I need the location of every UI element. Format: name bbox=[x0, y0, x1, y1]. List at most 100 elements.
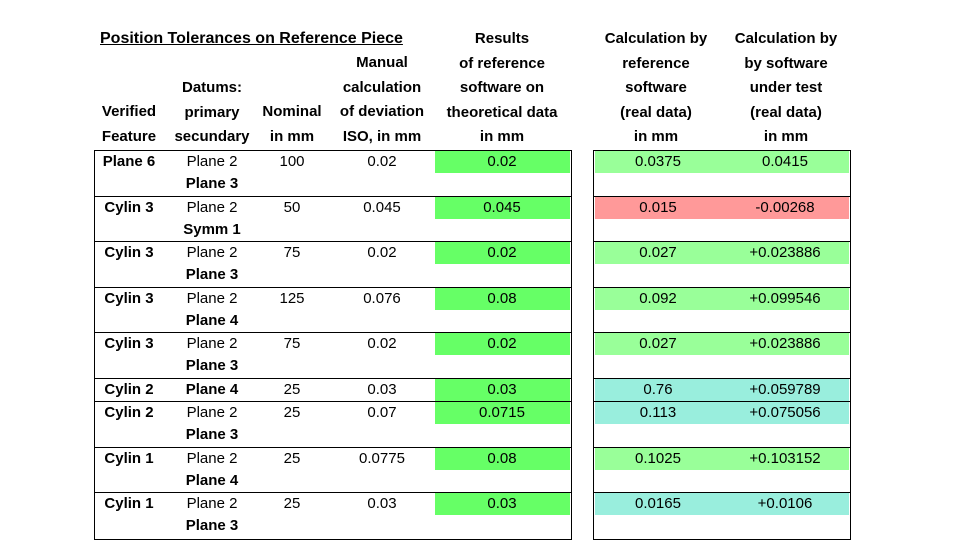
calc-fill bbox=[595, 402, 849, 424]
result-cell: 0.02 bbox=[487, 153, 517, 170]
manual-cell: 0.07 bbox=[367, 404, 397, 421]
primary-datum-cell: Plane 2 bbox=[186, 153, 238, 170]
header-line: by software bbox=[744, 54, 828, 72]
primary-datum-cell: Plane 4 bbox=[185, 381, 239, 398]
nominal-cell: 25 bbox=[283, 404, 301, 421]
row-divider bbox=[593, 447, 851, 448]
calc-ref-cell: 0.0375 bbox=[635, 153, 681, 170]
row-divider bbox=[94, 287, 572, 288]
calc-fill bbox=[595, 333, 849, 355]
nominal-cell: 100 bbox=[279, 153, 305, 170]
header-line: secundary bbox=[174, 128, 250, 145]
header-line: in mm bbox=[763, 128, 809, 145]
feature-cell: Cylin 3 bbox=[104, 335, 154, 352]
primary-datum-cell: Plane 2 bbox=[186, 199, 238, 216]
right-table bbox=[593, 150, 851, 540]
secondary-datum-cell: Plane 3 bbox=[185, 357, 239, 374]
header-line: Verified bbox=[101, 103, 157, 120]
row-divider bbox=[94, 196, 572, 197]
header-line: ISO, in mm bbox=[342, 127, 422, 145]
header-results: Results of reference software on theoret… bbox=[434, 27, 570, 150]
header-calc-test: Calculation by by software under test (r… bbox=[720, 27, 852, 150]
row-divider bbox=[593, 241, 851, 242]
result-cell: 0.02 bbox=[487, 335, 517, 352]
header-line: theoretical data bbox=[446, 103, 558, 121]
calc-fill bbox=[595, 197, 849, 219]
result-cell: 0.02 bbox=[487, 244, 517, 261]
header-line: in mm bbox=[479, 128, 525, 145]
header-line: calculation bbox=[342, 78, 422, 96]
row-divider bbox=[94, 447, 572, 448]
nominal-cell: 125 bbox=[279, 290, 305, 307]
calc-ref-cell: 0.113 bbox=[639, 404, 677, 421]
calc-ref-cell: 0.0165 bbox=[635, 495, 681, 512]
result-fill bbox=[435, 197, 570, 219]
calc-fill bbox=[595, 242, 849, 264]
result-cell: 0.03 bbox=[487, 381, 517, 398]
header-calc-reference: Calculation by reference software (real … bbox=[592, 27, 720, 150]
row-divider bbox=[94, 332, 572, 333]
calc-test-cell: +0.099546 bbox=[749, 290, 821, 307]
row-divider bbox=[593, 332, 851, 333]
primary-datum-cell: Plane 2 bbox=[186, 404, 238, 421]
header-line: (real data) bbox=[620, 103, 692, 121]
header-line: software on bbox=[459, 79, 545, 96]
manual-cell: 0.02 bbox=[367, 153, 397, 170]
secondary-datum-cell: Plane 3 bbox=[185, 517, 239, 534]
row-divider bbox=[593, 492, 851, 493]
calc-ref-cell: 0.027 bbox=[639, 335, 677, 352]
row-divider bbox=[593, 401, 851, 402]
header-line: Manual bbox=[356, 54, 408, 71]
row-divider bbox=[593, 378, 851, 379]
calc-ref-cell: 0.1025 bbox=[635, 450, 681, 467]
result-cell: 0.045 bbox=[483, 199, 521, 216]
header-line: Feature bbox=[101, 127, 157, 145]
primary-datum-cell: Plane 2 bbox=[186, 495, 238, 512]
result-cell: 0.0715 bbox=[479, 404, 525, 421]
header-nominal: Nominal in mm bbox=[256, 100, 328, 149]
result-fill bbox=[435, 448, 570, 470]
header-line: of deviation bbox=[339, 103, 425, 120]
row-divider bbox=[94, 241, 572, 242]
result-cell: 0.08 bbox=[487, 450, 517, 467]
manual-cell: 0.03 bbox=[367, 495, 397, 512]
calc-test-cell: +0.059789 bbox=[749, 381, 821, 398]
header-line: (real data) bbox=[750, 103, 822, 121]
nominal-cell: 25 bbox=[283, 495, 301, 512]
row-divider bbox=[94, 492, 572, 493]
header-line: Results bbox=[474, 30, 530, 47]
header-line: under test bbox=[749, 79, 823, 96]
calc-fill bbox=[595, 379, 849, 401]
header-line: Calculation by bbox=[604, 30, 708, 47]
feature-cell: Cylin 2 bbox=[104, 381, 154, 398]
secondary-datum-cell: Plane 4 bbox=[185, 472, 239, 489]
result-fill bbox=[435, 242, 570, 264]
nominal-cell: 25 bbox=[283, 381, 301, 398]
manual-cell: 0.02 bbox=[367, 335, 397, 352]
calc-ref-cell: 0.76 bbox=[643, 381, 673, 398]
feature-cell: Cylin 1 bbox=[104, 450, 154, 467]
header-datums: Datums: primary secundary bbox=[166, 76, 258, 150]
nominal-cell: 75 bbox=[283, 335, 301, 352]
result-fill bbox=[435, 288, 570, 310]
nominal-cell: 25 bbox=[283, 450, 301, 467]
header-line: reference bbox=[622, 54, 690, 72]
feature-cell: Plane 6 bbox=[102, 153, 156, 170]
row-divider bbox=[593, 196, 851, 197]
calc-test-cell: +0.023886 bbox=[749, 244, 821, 261]
calc-test-cell: +0.0106 bbox=[757, 495, 813, 512]
manual-cell: 0.0775 bbox=[359, 450, 405, 467]
result-fill bbox=[435, 379, 570, 401]
header-line: primary bbox=[184, 103, 240, 121]
result-fill bbox=[435, 333, 570, 355]
table-title: Position Tolerances on Reference Piece bbox=[100, 30, 403, 47]
result-cell: 0.03 bbox=[487, 495, 517, 512]
feature-cell: Cylin 1 bbox=[104, 495, 154, 512]
secondary-datum-cell: Symm 1 bbox=[183, 221, 241, 238]
left-table bbox=[94, 150, 572, 540]
manual-cell: 0.045 bbox=[363, 199, 401, 216]
header-line: software bbox=[625, 79, 687, 96]
calc-test-cell: 0.0415 bbox=[762, 153, 808, 170]
result-fill bbox=[435, 402, 570, 424]
secondary-datum-cell: Plane 3 bbox=[185, 426, 239, 443]
